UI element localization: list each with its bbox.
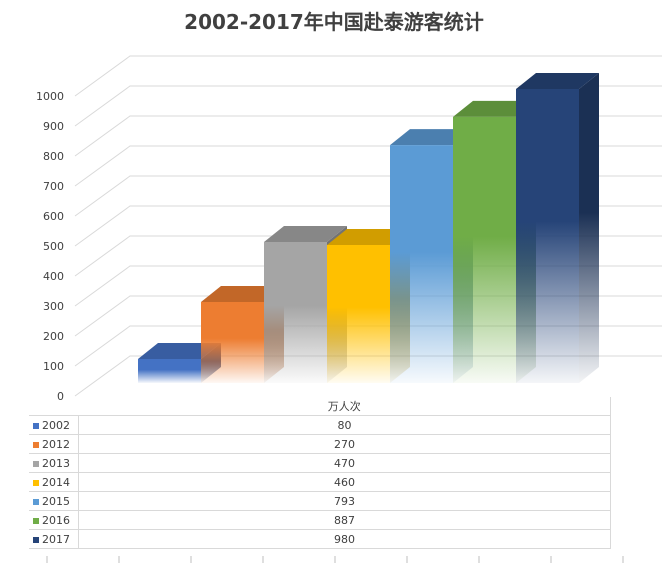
- data-table-value: 80: [78, 415, 611, 435]
- y-axis-ticks: 0 100 200 300 400 500 600 700 800 900 1000: [36, 90, 64, 400]
- bar-2017: [516, 73, 599, 383]
- legend-swatch: [33, 441, 39, 448]
- chart-plot-area: 0 100 200 300 400 500 600 700 800 900 1000: [36, 55, 662, 400]
- gridlines: [74, 55, 662, 397]
- legend-label: 2017: [42, 532, 70, 546]
- data-table-row: 2015 793: [29, 491, 611, 511]
- data-table-value: 460: [78, 472, 611, 492]
- y-tick-label: 1000: [36, 90, 64, 103]
- bottom-axis-ticks: [46, 556, 624, 563]
- legend-swatch: [33, 498, 39, 505]
- y-tick-label: 500: [43, 240, 64, 253]
- data-table-row: 2012 270: [29, 434, 611, 454]
- data-table-legend-key: 2015: [29, 491, 79, 511]
- data-table-header-row: 万人次: [29, 397, 611, 416]
- data-table-legend-key: 2017: [29, 529, 79, 549]
- legend-label: 2002: [42, 418, 70, 432]
- y-tick-label: 300: [43, 300, 64, 313]
- y-tick-label: 800: [43, 150, 64, 163]
- data-table-value: 470: [78, 453, 611, 473]
- data-table-legend-key: 2014: [29, 472, 79, 492]
- data-table-value: 793: [78, 491, 611, 511]
- y-tick-label: 200: [43, 330, 64, 343]
- chart-title: 2002-2017年中国赴泰游客统计: [184, 10, 484, 34]
- data-table: 万人次 2002 80 2012 270 2013 470 2014 460 2015 793 20…: [29, 397, 611, 549]
- bars: [138, 73, 599, 384]
- data-table-value: 980: [78, 529, 611, 549]
- data-table-legend-key: 2012: [29, 434, 79, 454]
- y-tick-label: 900: [43, 120, 64, 133]
- y-tick-label: 0: [57, 390, 64, 400]
- legend-label: 2014: [42, 475, 70, 489]
- legend-swatch: [33, 479, 39, 486]
- gridline: [74, 55, 662, 97]
- data-table-row: 2016 887: [29, 510, 611, 530]
- y-tick-label: 400: [43, 270, 64, 283]
- legend-label: 2013: [42, 456, 70, 470]
- data-table-row: 2013 470: [29, 453, 611, 473]
- legend-swatch: [33, 422, 39, 429]
- legend-label: 2016: [42, 513, 70, 527]
- legend-label: 2012: [42, 437, 70, 451]
- data-table-value: 887: [78, 510, 611, 530]
- y-tick-label: 700: [43, 180, 64, 193]
- legend-swatch: [33, 536, 39, 543]
- data-table-value: 270: [78, 434, 611, 454]
- data-table-row: 2014 460: [29, 472, 611, 492]
- legend-swatch: [33, 517, 39, 524]
- y-tick-label: 600: [43, 210, 64, 223]
- y-tick-label: 100: [43, 360, 64, 373]
- data-table-corner: [29, 397, 79, 416]
- legend-swatch: [33, 460, 39, 467]
- data-table-legend-key: 2016: [29, 510, 79, 530]
- data-table-row: 2002 80: [29, 415, 611, 435]
- data-table-legend-key: 2013: [29, 453, 79, 473]
- data-table-row: 2017 980: [29, 529, 611, 549]
- data-table-legend-key: 2002: [29, 415, 79, 435]
- data-table-series-header: 万人次: [78, 397, 611, 416]
- gridline: [74, 85, 662, 127]
- legend-label: 2015: [42, 494, 70, 508]
